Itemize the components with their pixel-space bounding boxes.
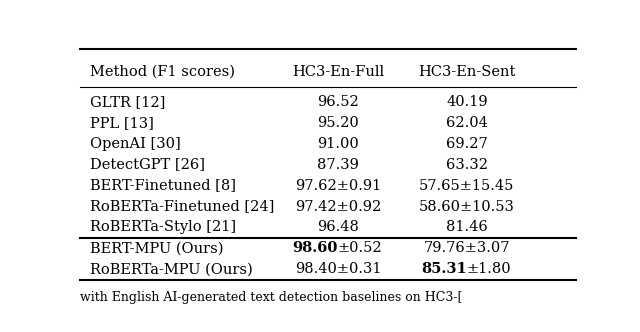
Text: 57.65±15.45: 57.65±15.45 — [419, 179, 515, 193]
Text: 85.31: 85.31 — [421, 262, 467, 277]
Text: 81.46: 81.46 — [446, 220, 488, 234]
Text: 79.76±3.07: 79.76±3.07 — [424, 241, 510, 255]
Text: 96.52: 96.52 — [317, 95, 359, 109]
Text: 58.60±10.53: 58.60±10.53 — [419, 200, 515, 213]
Text: 87.39: 87.39 — [317, 158, 359, 172]
Text: RoBERTa-Finetuned [24]: RoBERTa-Finetuned [24] — [90, 200, 275, 213]
Text: DetectGPT [26]: DetectGPT [26] — [90, 158, 205, 172]
Text: 97.62±0.91: 97.62±0.91 — [295, 179, 381, 193]
Text: GLTR [12]: GLTR [12] — [90, 95, 165, 109]
Text: 98.40±0.31: 98.40±0.31 — [294, 262, 381, 277]
Text: OpenAI [30]: OpenAI [30] — [90, 137, 180, 151]
Text: RoBERTa-Stylo [21]: RoBERTa-Stylo [21] — [90, 220, 236, 234]
Text: 62.04: 62.04 — [446, 116, 488, 130]
Text: 97.42±0.92: 97.42±0.92 — [295, 200, 381, 213]
Text: 40.19: 40.19 — [446, 95, 488, 109]
Text: 98.60: 98.60 — [292, 241, 338, 255]
Text: HC3-En-Sent: HC3-En-Sent — [418, 65, 516, 79]
Text: 63.32: 63.32 — [446, 158, 488, 172]
Text: PPL [13]: PPL [13] — [90, 116, 154, 130]
Text: Method (F1 scores): Method (F1 scores) — [90, 65, 235, 79]
Text: 69.27: 69.27 — [446, 137, 488, 151]
Text: ±0.52: ±0.52 — [338, 241, 383, 255]
Text: BERT-MPU (Ours): BERT-MPU (Ours) — [90, 241, 223, 255]
Text: with English AI-generated text detection baselines on HC3-[: with English AI-generated text detection… — [80, 290, 462, 303]
Text: 96.48: 96.48 — [317, 220, 359, 234]
Text: 91.00: 91.00 — [317, 137, 359, 151]
Text: 95.20: 95.20 — [317, 116, 359, 130]
Text: HC3-En-Full: HC3-En-Full — [292, 65, 384, 79]
Text: BERT-Finetuned [8]: BERT-Finetuned [8] — [90, 179, 236, 193]
Text: ±1.80: ±1.80 — [467, 262, 511, 277]
Text: RoBERTa-MPU (Ours): RoBERTa-MPU (Ours) — [90, 262, 253, 277]
